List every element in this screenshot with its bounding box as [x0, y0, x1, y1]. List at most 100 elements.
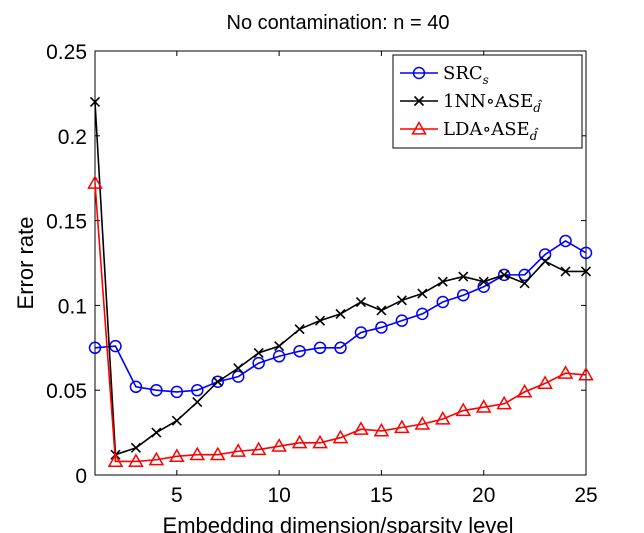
- legend-label: LDA∘ASEd̂: [443, 119, 539, 143]
- data-point: [559, 234, 572, 248]
- chart-title: No contamination: n = 40: [227, 12, 450, 34]
- data-point: [313, 341, 327, 355]
- data-point: [497, 268, 511, 282]
- data-point: [354, 326, 368, 339]
- data-point: [128, 453, 144, 468]
- x-axis: 5 10 15 20 25: [171, 51, 598, 507]
- x-tick-label: 20: [472, 484, 495, 507]
- data-point: [130, 442, 141, 453]
- data-point: [458, 271, 469, 282]
- x-tick-label: 10: [267, 484, 290, 507]
- legend-item: 1NN∘ASEd̂: [400, 91, 543, 115]
- data-point: [230, 443, 247, 457]
- data-point: [314, 315, 326, 326]
- data-point: [191, 383, 204, 397]
- y-axis: 0 0.05 0.1 0.15 0.2 0.25: [46, 41, 586, 488]
- legend-label-main: 1NN∘ASE: [443, 91, 533, 112]
- data-point: [475, 399, 492, 413]
- data-point: [88, 341, 102, 355]
- legend-item: LDA∘ASEd̂: [400, 119, 539, 143]
- data-point: [171, 415, 182, 426]
- data-point: [274, 341, 285, 352]
- x-axis-label: Embedding dimension/sparsity level: [163, 513, 514, 533]
- y-tick-label: 0.2: [58, 126, 87, 149]
- data-point: [538, 248, 552, 261]
- data-point: [376, 305, 387, 316]
- data-point: [231, 370, 245, 383]
- data-point: [537, 375, 553, 390]
- data-point: [312, 434, 328, 449]
- data-point: [334, 341, 347, 355]
- legend-label: SRCs: [443, 63, 489, 87]
- data-point: [416, 307, 429, 321]
- data-point: [189, 446, 206, 461]
- data-point: [233, 363, 244, 374]
- data-point: [560, 266, 571, 277]
- series-x: [89, 96, 592, 460]
- data-point: [335, 308, 346, 319]
- data-point: [434, 411, 451, 425]
- legend-label: 1NN∘ASEd̂: [443, 91, 543, 115]
- plot-area-frame: [94, 50, 587, 476]
- data-point: [271, 438, 287, 452]
- data-point: [395, 314, 409, 327]
- legend-item: SRCs: [400, 63, 489, 87]
- data-point: [252, 356, 265, 370]
- data-point: [436, 295, 450, 309]
- data-point: [414, 416, 431, 430]
- y-tick-label: 0: [75, 465, 87, 488]
- data-point: [375, 321, 388, 334]
- data-point: [169, 448, 185, 462]
- data-point: [87, 175, 103, 189]
- legend-label-subscript: d̂: [530, 126, 540, 143]
- data-point: [557, 365, 574, 379]
- legend-label-main: LDA∘ASE: [443, 119, 530, 140]
- data-point: [293, 344, 306, 358]
- y-tick-label: 0.05: [46, 380, 87, 403]
- data-point: [148, 451, 165, 466]
- data-point: [417, 288, 428, 299]
- data-point: [540, 256, 551, 267]
- y-tick-label: 0.25: [46, 41, 87, 64]
- series-circle: [88, 234, 593, 399]
- data-point: [151, 427, 162, 438]
- data-point: [212, 376, 223, 387]
- data-point: [478, 276, 489, 287]
- data-point: [150, 383, 163, 397]
- data-point: [519, 278, 530, 289]
- data-point: [499, 269, 510, 280]
- data-point: [253, 347, 264, 358]
- data-point: [192, 397, 203, 408]
- series-line: [94, 101, 586, 456]
- legend-label-main: SRC: [443, 63, 483, 84]
- data-point: [272, 350, 286, 363]
- y-tick-label: 0.1: [58, 295, 87, 318]
- data-point: [396, 295, 407, 306]
- data-point: [496, 395, 512, 410]
- series-line: [94, 183, 587, 463]
- legend-marker: [411, 120, 427, 135]
- data-point: [355, 296, 367, 308]
- data-point: [579, 246, 593, 260]
- data-point: [578, 366, 594, 381]
- data-point: [89, 96, 101, 107]
- data-point: [250, 441, 267, 456]
- data-point: [518, 268, 531, 282]
- data-point: [107, 453, 124, 468]
- legend-marker: [412, 66, 426, 80]
- data-point: [437, 276, 448, 287]
- series-layer: [87, 96, 594, 468]
- data-point: [129, 380, 143, 394]
- data-point: [516, 383, 533, 398]
- data-point: [394, 419, 410, 434]
- data-point: [332, 429, 349, 444]
- data-point: [294, 324, 305, 335]
- data-point: [580, 266, 592, 277]
- data-point: [170, 385, 184, 399]
- data-point: [373, 422, 390, 437]
- legend-marker: [413, 95, 425, 107]
- data-point: [457, 288, 470, 302]
- legend-label-subscript: d̂: [533, 98, 543, 115]
